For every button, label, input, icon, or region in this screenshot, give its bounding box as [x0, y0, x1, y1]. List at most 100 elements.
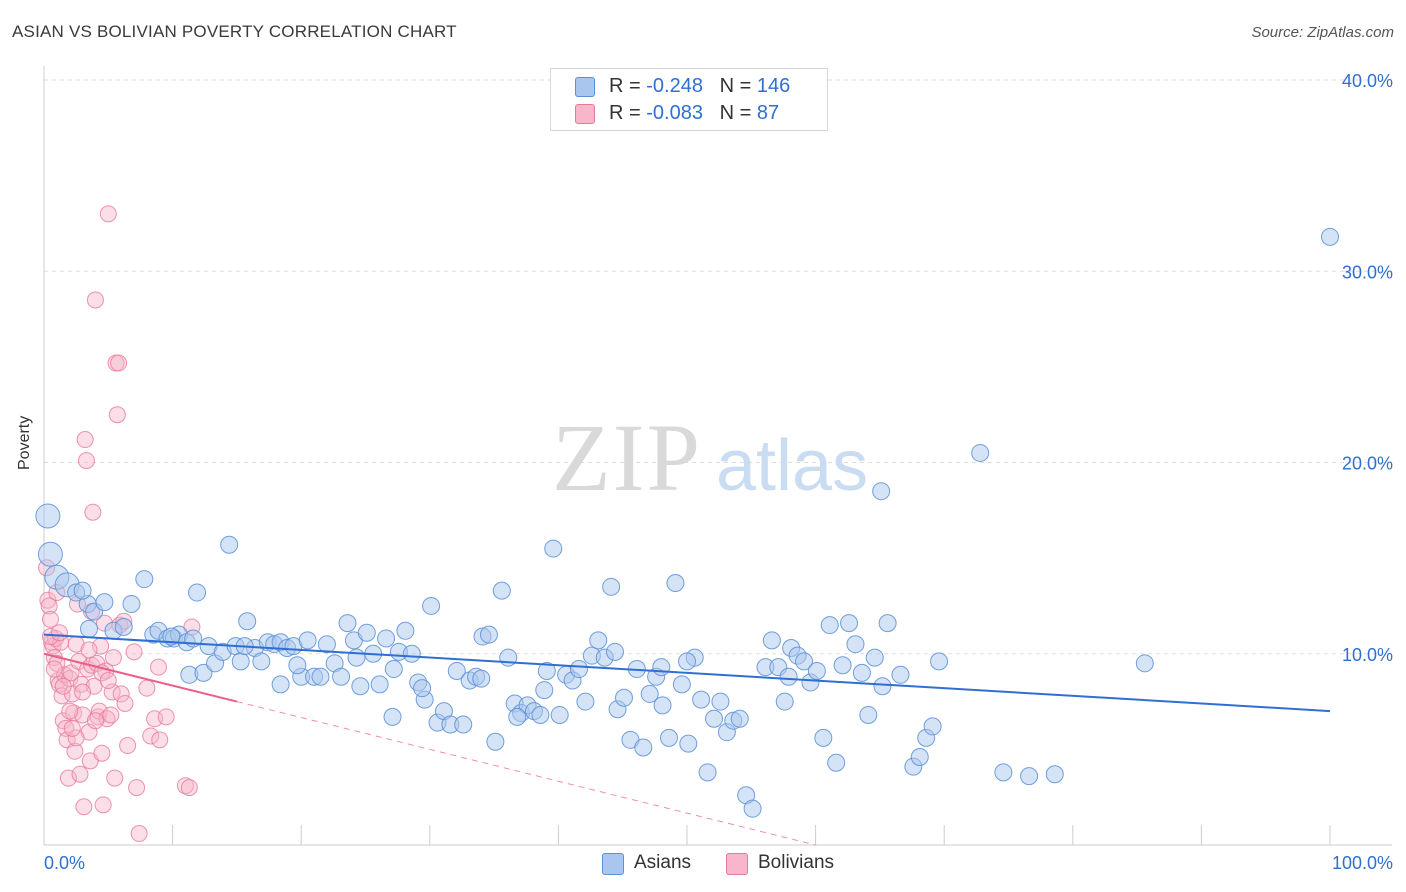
asian-point — [923, 717, 942, 736]
asian-point — [814, 728, 833, 747]
bolivians-swatch — [575, 104, 595, 124]
asians-n-label: N = — [719, 75, 757, 97]
asian-point — [402, 644, 421, 663]
asian-point — [332, 667, 351, 686]
asian-point — [537, 661, 556, 680]
trend-lines — [43, 633, 1331, 846]
asian-point — [486, 732, 505, 751]
bolivian-point — [116, 694, 134, 712]
bolivian-point — [94, 796, 112, 814]
bolivian-point — [104, 649, 122, 667]
bolivian-point — [40, 597, 58, 615]
asian-point — [930, 652, 949, 671]
asian-point — [317, 635, 336, 654]
y-tick-label: 10.0% — [1342, 645, 1393, 665]
asian-point — [711, 692, 730, 711]
asian-point — [194, 663, 213, 682]
bolivian-point — [93, 744, 111, 762]
asian-point — [447, 661, 466, 680]
bolivian-point — [66, 742, 84, 760]
y-tick-label: 20.0% — [1342, 454, 1393, 474]
asian-point — [833, 656, 852, 675]
bolivians-n-value: 87 — [756, 102, 780, 124]
asian-point — [679, 734, 698, 753]
bolivians-legend-swatch — [726, 853, 748, 875]
asian-point — [492, 581, 511, 600]
bolivian-point — [63, 719, 81, 737]
asian-point — [114, 617, 133, 636]
asian-point — [878, 614, 897, 633]
y-tick-label: 30.0% — [1342, 262, 1393, 282]
bolivian-point — [41, 610, 59, 628]
tick-labels: 10.0% 20.0% 30.0% 40.0% 0.0% 100.0% — [44, 71, 1393, 873]
asians-r-value: -0.248 — [646, 75, 703, 97]
bolivian-point — [138, 679, 156, 697]
asian-point — [576, 692, 595, 711]
asian-point — [454, 715, 473, 734]
asian-point — [544, 539, 563, 558]
bolivian-point — [61, 702, 79, 720]
asians-legend-label: Asians — [634, 852, 692, 873]
asians-r-label: R = — [609, 75, 647, 97]
bolivians-trend-extension — [236, 701, 816, 846]
asian-point — [298, 631, 317, 650]
asian-point — [795, 652, 814, 671]
bolivians-n-label: N = — [719, 102, 757, 124]
asian-point — [162, 627, 181, 646]
bolivian-point — [125, 643, 143, 661]
asian-point — [852, 663, 871, 682]
asian-point — [910, 748, 929, 767]
asian-point — [659, 728, 678, 747]
asian-point — [672, 675, 691, 694]
asian-point — [383, 707, 402, 726]
bolivian-point — [71, 765, 89, 783]
asian-point — [422, 596, 441, 615]
asian-point — [873, 677, 892, 696]
asian-point — [859, 705, 878, 724]
asian-point — [820, 616, 839, 635]
asian-point — [1135, 654, 1154, 673]
asian-point — [122, 595, 141, 614]
bolivian-point — [180, 779, 198, 797]
x-tick-label-max: 100.0% — [1332, 853, 1393, 873]
asian-point — [692, 690, 711, 709]
asians-points — [35, 227, 1339, 818]
asian-point — [762, 631, 781, 650]
bolivians-legend-label: Bolivians — [758, 852, 835, 873]
asian-point — [652, 658, 671, 677]
asian-point — [872, 482, 891, 501]
asian-point — [370, 675, 389, 694]
asian-point — [640, 684, 659, 703]
asian-point — [994, 763, 1013, 782]
asian-point — [377, 629, 396, 648]
bolivian-point — [119, 737, 137, 755]
asian-point — [472, 669, 491, 688]
bolivian-point — [75, 798, 93, 816]
asian-point — [666, 573, 685, 592]
bolivian-point — [149, 658, 167, 676]
watermark-zip: ZIP — [552, 404, 702, 511]
asian-point — [311, 667, 330, 686]
asian-point — [589, 631, 608, 650]
bolivian-point — [74, 683, 92, 701]
asian-point — [508, 707, 527, 726]
bolivians-points — [38, 205, 201, 843]
asians-n-value: 146 — [756, 75, 791, 97]
source-label: Source: ZipAtlas.com — [1251, 24, 1394, 41]
asian-point — [891, 665, 910, 684]
asian-point — [602, 577, 621, 596]
asian-point — [288, 656, 307, 675]
asian-point — [535, 681, 554, 700]
asian-point — [846, 635, 865, 654]
asian-point — [698, 763, 717, 782]
asian-point — [35, 503, 61, 529]
asian-point — [271, 675, 290, 694]
bolivian-point — [80, 641, 98, 659]
bolivian-point — [41, 628, 59, 646]
asian-point — [252, 652, 271, 671]
bolivian-point — [99, 672, 117, 690]
asian-point — [479, 625, 498, 644]
asian-point — [827, 753, 846, 772]
bolivians-r-value: -0.083 — [646, 102, 703, 124]
axes — [43, 66, 1392, 846]
